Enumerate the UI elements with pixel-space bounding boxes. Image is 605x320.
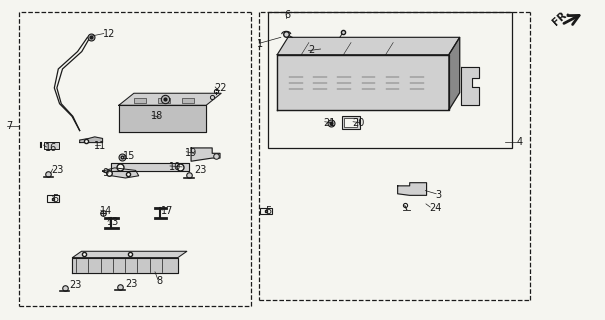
Bar bbox=[47, 195, 59, 202]
Text: FR.: FR. bbox=[551, 7, 572, 27]
Bar bbox=[44, 142, 59, 148]
Polygon shape bbox=[461, 67, 479, 105]
Text: 10: 10 bbox=[169, 162, 181, 172]
Bar bbox=[267, 12, 512, 148]
Text: 21: 21 bbox=[324, 118, 336, 128]
Text: 23: 23 bbox=[125, 279, 137, 289]
Bar bbox=[310, 69, 330, 96]
Bar bbox=[361, 71, 376, 93]
Polygon shape bbox=[103, 168, 139, 178]
Bar bbox=[408, 71, 425, 93]
Polygon shape bbox=[73, 258, 178, 273]
Polygon shape bbox=[119, 93, 221, 105]
Text: 23: 23 bbox=[194, 165, 206, 175]
Text: 5: 5 bbox=[265, 206, 272, 216]
Text: 13: 13 bbox=[106, 217, 119, 227]
Polygon shape bbox=[80, 137, 103, 143]
Polygon shape bbox=[397, 183, 427, 195]
Bar bbox=[158, 98, 170, 103]
Text: 23: 23 bbox=[70, 280, 82, 291]
Bar bbox=[344, 118, 358, 127]
Bar bbox=[411, 185, 425, 193]
Text: 8: 8 bbox=[157, 276, 163, 286]
Bar bbox=[342, 116, 360, 129]
Text: 7: 7 bbox=[6, 121, 13, 131]
Text: 20: 20 bbox=[352, 118, 364, 128]
Bar bbox=[335, 69, 355, 96]
Text: 5: 5 bbox=[53, 194, 59, 204]
Polygon shape bbox=[111, 163, 189, 171]
Polygon shape bbox=[191, 148, 220, 161]
Bar bbox=[359, 69, 378, 96]
Text: 6: 6 bbox=[284, 10, 290, 20]
Text: 23: 23 bbox=[51, 165, 64, 175]
Text: 22: 22 bbox=[214, 83, 226, 93]
Bar bbox=[431, 69, 444, 96]
Bar bbox=[182, 98, 194, 103]
Bar bbox=[312, 71, 329, 93]
Text: 4: 4 bbox=[516, 137, 522, 147]
Text: 9: 9 bbox=[103, 168, 109, 178]
Polygon shape bbox=[73, 251, 187, 258]
Bar bbox=[336, 71, 353, 93]
Text: 18: 18 bbox=[151, 111, 163, 121]
Bar bbox=[384, 71, 401, 93]
Bar bbox=[288, 71, 304, 93]
Bar bbox=[407, 69, 427, 96]
Text: 11: 11 bbox=[94, 141, 106, 151]
Text: 15: 15 bbox=[123, 151, 136, 161]
Polygon shape bbox=[119, 105, 206, 132]
Text: 3: 3 bbox=[435, 190, 441, 200]
Polygon shape bbox=[277, 55, 449, 110]
Text: 1: 1 bbox=[257, 39, 263, 49]
Bar bbox=[260, 208, 272, 214]
Polygon shape bbox=[449, 37, 460, 110]
Text: 17: 17 bbox=[161, 206, 174, 216]
Bar bbox=[134, 98, 146, 103]
Text: 14: 14 bbox=[100, 206, 112, 216]
Text: 16: 16 bbox=[45, 143, 57, 153]
Text: 12: 12 bbox=[103, 29, 115, 39]
Bar bbox=[286, 69, 306, 96]
Polygon shape bbox=[277, 37, 460, 55]
Bar bbox=[382, 69, 402, 96]
Text: 19: 19 bbox=[185, 148, 197, 158]
Text: 2: 2 bbox=[309, 45, 315, 55]
Text: 24: 24 bbox=[429, 203, 441, 213]
